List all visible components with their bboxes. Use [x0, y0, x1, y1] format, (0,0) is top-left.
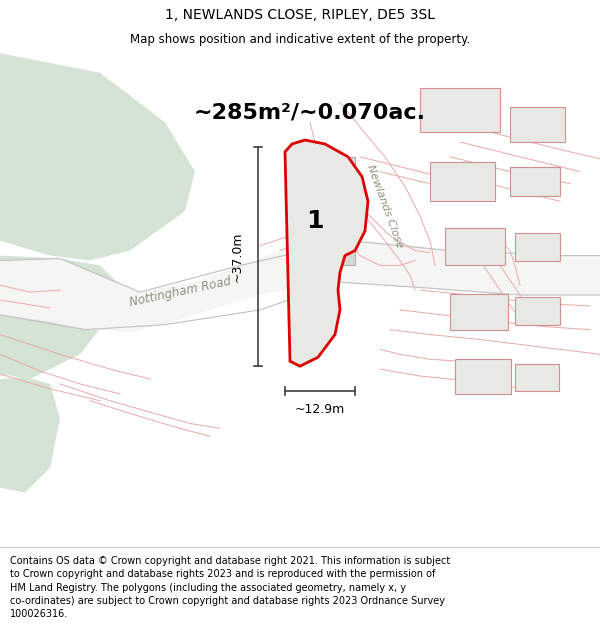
Point — [0, 49, 5, 57]
Bar — [295, 157, 355, 266]
Bar — [445, 228, 505, 266]
Bar — [510, 107, 565, 142]
Polygon shape — [0, 53, 195, 261]
Text: ~37.0m: ~37.0m — [231, 231, 244, 282]
Bar — [455, 359, 511, 394]
Bar — [510, 167, 560, 196]
Bar — [515, 233, 560, 261]
Polygon shape — [285, 140, 368, 366]
Text: ~285m²/~0.070ac.: ~285m²/~0.070ac. — [194, 102, 426, 122]
Text: Map shows position and indicative extent of the property.: Map shows position and indicative extent… — [130, 33, 470, 46]
Point — [0, 49, 4, 57]
Bar — [515, 297, 560, 325]
Polygon shape — [0, 256, 120, 379]
Text: 1: 1 — [306, 209, 324, 233]
Text: Contains OS data © Crown copyright and database right 2021. This information is : Contains OS data © Crown copyright and d… — [10, 556, 450, 619]
Bar — [430, 162, 495, 201]
Text: ~12.9m: ~12.9m — [295, 402, 345, 416]
Polygon shape — [0, 377, 60, 492]
Bar — [450, 294, 508, 329]
Text: 1, NEWLANDS CLOSE, RIPLEY, DE5 3SL: 1, NEWLANDS CLOSE, RIPLEY, DE5 3SL — [165, 8, 435, 22]
Point — [0, 543, 4, 551]
Bar — [420, 88, 500, 132]
Text: Newlands Close: Newlands Close — [365, 163, 405, 249]
Polygon shape — [0, 241, 600, 332]
Text: Nottingham Road: Nottingham Road — [128, 275, 232, 309]
Bar — [515, 364, 559, 391]
Point — [0, 543, 5, 551]
